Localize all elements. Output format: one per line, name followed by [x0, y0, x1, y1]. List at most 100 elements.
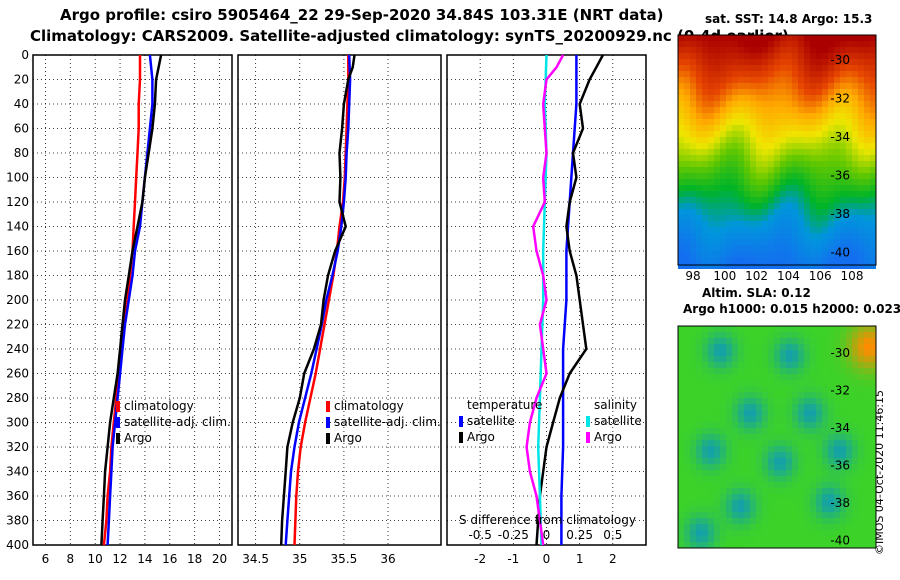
- x-tick-label: 20: [212, 552, 227, 566]
- series-line-argo: [100, 54, 163, 546]
- x-tick-label: 36: [380, 552, 395, 566]
- x-tick-label: 10: [88, 552, 103, 566]
- legend-label: satellite-adj. clim.: [334, 415, 441, 429]
- legend-swatch: [586, 416, 590, 427]
- legend-swatch: [116, 433, 120, 444]
- depth-tick-label: 180: [6, 269, 29, 283]
- sla-map-title: Altim. SLA: 0.12: [702, 286, 811, 300]
- legend-label: Argo: [334, 431, 362, 445]
- depth-tick-label: 380: [6, 514, 29, 528]
- depth-tick-label: 400: [6, 538, 29, 552]
- x-tick-label: 6: [42, 552, 50, 566]
- sst-map: [678, 35, 876, 269]
- legend-label: Argo: [594, 430, 622, 444]
- series-line-satellite-adj-clim-: [106, 54, 154, 546]
- legend-label: Argo: [467, 430, 495, 444]
- series-line-temperature-satellite: [560, 55, 578, 545]
- depth-tick-label: 100: [6, 171, 29, 185]
- salinity-diff-tick-label: 0.5: [603, 528, 622, 542]
- sst-lon-tick-label: 108: [841, 269, 864, 283]
- legend-swatch: [586, 432, 590, 443]
- depth-tick-label: 280: [6, 391, 29, 405]
- x-tick-label: 12: [112, 552, 127, 566]
- sst-lat-tick-label: -38: [830, 207, 850, 221]
- sla-map-subtitle: Argo h1000: 0.015 h2000: 0.023: [683, 302, 900, 316]
- legend-label: Argo: [124, 431, 152, 445]
- series-line-salinity-argo: [525, 54, 565, 546]
- sst-lat-tick-label: -30: [830, 53, 850, 67]
- depth-tick-label: 320: [6, 440, 29, 454]
- salinity-diff-tick-label: 0.25: [566, 528, 593, 542]
- x-tick-label: 35: [292, 552, 307, 566]
- depth-tick-label: 360: [6, 489, 29, 503]
- legend-swatch: [459, 416, 463, 427]
- x-tick-label: 1: [576, 552, 584, 566]
- series-line-climatology: [293, 55, 350, 546]
- sst-lat-tick-label: -36: [830, 169, 850, 183]
- depth-tick-label: 260: [6, 367, 29, 381]
- sst-map-frame: [677, 34, 877, 266]
- legend-swatch: [326, 401, 330, 412]
- depth-tick-label: 220: [6, 318, 29, 332]
- sla-map-frame: [677, 325, 877, 549]
- legend-label: satellite-adj. clim.: [124, 415, 231, 429]
- depth-tick-label: 240: [6, 342, 29, 356]
- panel-frame-1: [237, 54, 442, 546]
- legend-label: satellite: [594, 414, 642, 428]
- title-line-2: Climatology: CARS2009. Satellite-adjuste…: [30, 27, 789, 45]
- legend-label: climatology: [334, 399, 404, 413]
- x-tick-label: 34.5: [242, 552, 269, 566]
- legend-swatch: [116, 401, 120, 412]
- sla-lat-tick-label: -30: [830, 346, 850, 360]
- sst-lat-tick-label: -40: [830, 246, 850, 260]
- salinity-diff-tick-label: -0.5: [468, 528, 491, 542]
- x-tick-label: -1: [507, 552, 519, 566]
- depth-tick-label: 340: [6, 465, 29, 479]
- sla-lat-tick-label: -34: [830, 421, 850, 435]
- legend-swatch: [326, 417, 330, 428]
- sst-map-title: sat. SST: 14.8 Argo: 15.3: [705, 12, 873, 26]
- legend-group-temperature: temperature: [467, 398, 542, 412]
- depth-tick-label: 80: [14, 146, 29, 160]
- legend-label: satellite: [467, 414, 515, 428]
- sst-lon-tick-label: 102: [745, 269, 768, 283]
- depth-tick-label: 120: [6, 195, 29, 209]
- sla-lat-tick-label: -32: [830, 384, 850, 398]
- depth-tick-label: 140: [6, 220, 29, 234]
- legend-swatch: [326, 433, 330, 444]
- x-tick-label: 18: [187, 552, 202, 566]
- series-line-temperature-argo: [535, 54, 605, 546]
- x-tick-label: 35.5: [331, 552, 358, 566]
- depth-tick-label: 0: [21, 48, 29, 62]
- sla-lat-tick-label: -36: [830, 459, 850, 473]
- x-tick-label: 2: [609, 552, 617, 566]
- title-line-1: Argo profile: csiro 5905464_22 29-Sep-20…: [60, 6, 664, 24]
- sst-lat-tick-label: -34: [830, 130, 850, 144]
- x-tick-label: 16: [162, 552, 177, 566]
- legend-swatch: [116, 417, 120, 428]
- legend-label: climatology: [124, 399, 194, 413]
- sla-lat-tick-label: -40: [830, 534, 850, 548]
- x-tick-label: 8: [66, 552, 74, 566]
- legend-group-salinity: salinity: [594, 398, 637, 412]
- depth-tick-label: 20: [14, 73, 29, 87]
- sst-lon-tick-label: 104: [777, 269, 800, 283]
- sst-lon-tick-label: 98: [685, 269, 700, 283]
- salinity-diff-tick-label: -0.25: [498, 528, 529, 542]
- x-tick-label: 0: [543, 552, 551, 566]
- depth-tick-label: 160: [6, 244, 29, 258]
- sla-map: [678, 326, 876, 548]
- x-tick-label: 14: [137, 552, 152, 566]
- sla-lat-tick-label: -38: [830, 496, 850, 510]
- sst-lon-tick-label: 100: [713, 269, 736, 283]
- depth-tick-label: 40: [14, 97, 29, 111]
- diff-axis-title: S difference from climatology: [459, 513, 636, 527]
- series-line-satellite-adj-clim-: [284, 54, 352, 546]
- panel-frame-0: [32, 54, 233, 546]
- series-line-climatology: [102, 55, 142, 546]
- sst-lat-tick-label: -32: [830, 92, 850, 106]
- series-line-argo: [279, 54, 356, 546]
- salinity-diff-tick-label: 0: [543, 528, 551, 542]
- x-tick-label: -2: [474, 552, 486, 566]
